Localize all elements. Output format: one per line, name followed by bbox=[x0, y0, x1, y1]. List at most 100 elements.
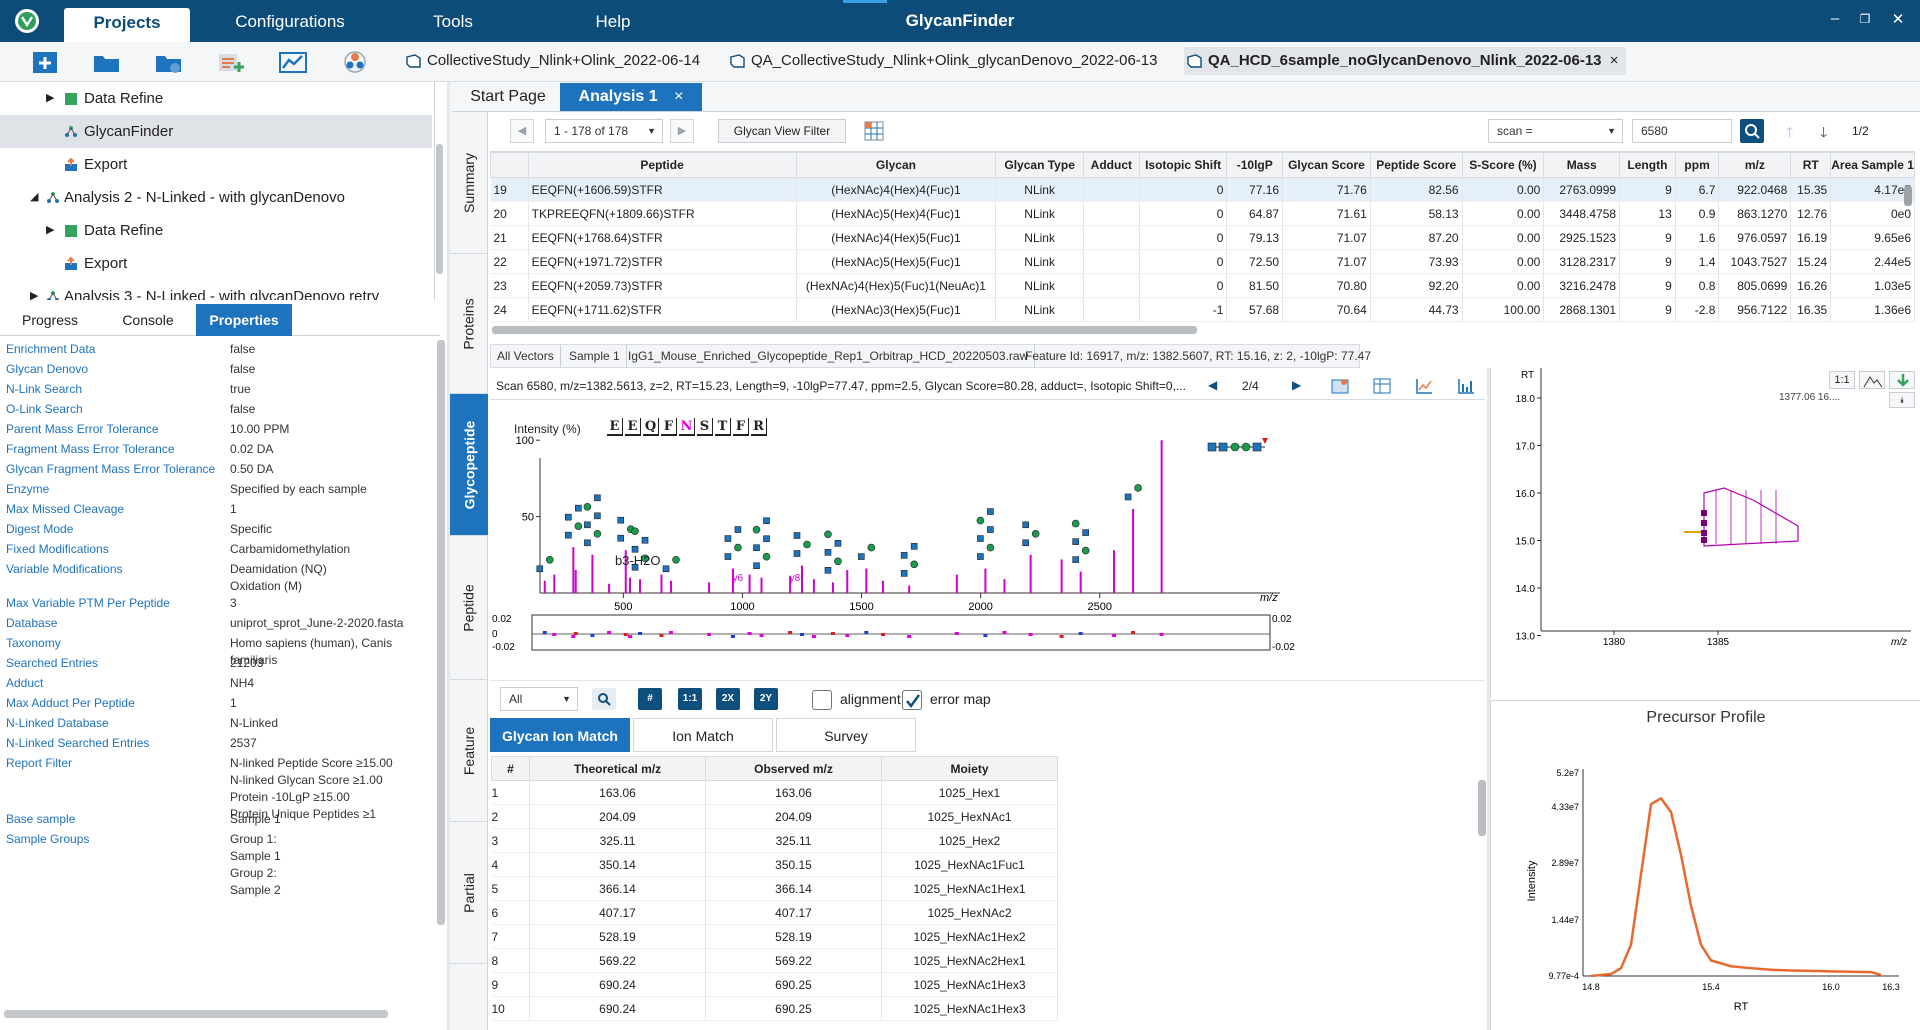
ion-filter-select[interactable]: All ▼ bbox=[500, 687, 578, 711]
prev-match-icon[interactable]: 🡑 bbox=[1786, 124, 1794, 140]
column-header[interactable]: Moiety bbox=[881, 756, 1058, 781]
spectrum-svg[interactable]: 100 50 500 1000 1500 2000 2500 m/z y6 y8 0.02 0 -0.0… bbox=[490, 400, 1485, 680]
zoom-tool-icon[interactable] bbox=[592, 688, 616, 710]
grid-toggle-button[interactable]: # bbox=[638, 688, 662, 710]
next-scan-icon[interactable]: ▶ bbox=[1292, 378, 1302, 392]
collapse-arrow-icon[interactable]: ◢ bbox=[30, 191, 39, 203]
doc-tab-collective[interactable]: CollectiveStudy_Nlink+Olink_2022-06-14 bbox=[403, 47, 700, 75]
tab-feature[interactable]: Feature bbox=[450, 680, 488, 822]
tab-glycopeptide[interactable]: Glycopeptide bbox=[450, 394, 488, 536]
sequence-residue[interactable]: E bbox=[607, 418, 623, 436]
feature-isotope-envelope[interactable] bbox=[1703, 487, 1799, 547]
tab-proteins[interactable]: Proteins bbox=[450, 254, 488, 394]
table-row[interactable]: 5 366.14 366.14 1025_HexNAc1Hex1 bbox=[491, 876, 1058, 901]
open-data-folder-icon[interactable] bbox=[152, 47, 186, 77]
close-tab-icon[interactable]: × bbox=[674, 88, 684, 105]
tree-item-export[interactable]: Export bbox=[0, 148, 432, 181]
table-row[interactable]: 7 528.19 528.19 1025_HexNAc1Hex2 bbox=[491, 924, 1058, 949]
tab-console[interactable]: Console bbox=[122, 312, 174, 328]
precursor-chart[interactable]: 5.2e7 4.33e7 2.89e7 1.44e7 9.77e-414.8 15.4 16… bbox=[1491, 701, 1920, 1030]
table-row[interactable]: 23 EEQFN(+2059.73)STFR (HexNAc)4(Hex)5(Fuc… bbox=[490, 273, 1915, 298]
expand-arrow-icon[interactable]: ▶ bbox=[46, 92, 55, 104]
table-row[interactable]: 6 407.17 407.17 1025_HexNAc2 bbox=[491, 900, 1058, 925]
column-header[interactable]: Glycan Score bbox=[1282, 152, 1371, 178]
column-header[interactable]: Theoretical m/z bbox=[529, 756, 706, 781]
tree-item-data-refine[interactable]: ▶ Data Refine bbox=[0, 82, 432, 115]
properties-hscrollbar[interactable] bbox=[4, 1010, 388, 1018]
expand-arrow-icon[interactable]: ▶ bbox=[46, 224, 55, 236]
close-tab-icon[interactable]: × bbox=[1609, 52, 1619, 69]
molecule-icon[interactable] bbox=[338, 47, 372, 77]
tab-properties[interactable]: Properties bbox=[196, 304, 292, 336]
collapse-double-icon[interactable]: ⯯ bbox=[1889, 392, 1915, 408]
table-row[interactable]: 10 690.24 690.25 1025_HexNAc1Hex3 bbox=[491, 996, 1058, 1021]
bar-view-icon[interactable] bbox=[1456, 376, 1476, 396]
column-header[interactable]: m/z bbox=[1718, 152, 1792, 178]
next-match-icon[interactable]: 🡓 bbox=[1820, 124, 1828, 140]
sequence-residue[interactable]: F bbox=[661, 418, 677, 436]
table-row[interactable]: 3 325.11 325.11 1025_Hex2 bbox=[491, 828, 1058, 853]
column-header[interactable]: Mass bbox=[1543, 152, 1621, 178]
peak-shape-icon[interactable] bbox=[1859, 371, 1885, 389]
breadcrumb-sample[interactable]: Sample 1 bbox=[563, 345, 627, 367]
table-row[interactable]: 22 EEQFN(+1971.72)STFR (HexNAc)5(Hex)5(Fuc… bbox=[490, 249, 1915, 274]
tab-summary[interactable]: Summary bbox=[450, 112, 488, 254]
column-header[interactable]: Peptide Score bbox=[1369, 152, 1463, 178]
table-row[interactable]: 20 TKPREEQFN(+1809.66)STFR (HexNAc)5(Hex)4… bbox=[490, 201, 1915, 226]
menu-configurations[interactable]: Configurations bbox=[235, 12, 345, 31]
column-header[interactable]: Observed m/z bbox=[705, 756, 882, 781]
column-header[interactable]: Length bbox=[1619, 152, 1676, 178]
sequence-residue[interactable]: E bbox=[625, 418, 641, 436]
ratio-1to1-button[interactable]: 1:1 bbox=[678, 688, 702, 710]
sequence-residue[interactable]: R bbox=[751, 418, 767, 436]
ion-table-scrollbar[interactable] bbox=[1478, 780, 1486, 836]
sequence-residue[interactable]: Q bbox=[643, 418, 659, 436]
alignment-checkbox[interactable] bbox=[812, 690, 832, 710]
error-map-checkbox[interactable] bbox=[902, 690, 922, 710]
tab-analysis-1[interactable]: Analysis 1 × bbox=[560, 83, 702, 111]
table-row[interactable]: 2 204.09 204.09 1025_HexNAc1 bbox=[491, 804, 1058, 829]
column-header[interactable] bbox=[490, 152, 529, 178]
next-page-button[interactable]: ▶ bbox=[670, 119, 694, 143]
column-header[interactable]: -10lgP bbox=[1226, 152, 1284, 178]
tab-partial[interactable]: Partial bbox=[450, 822, 488, 964]
tab-ion-match[interactable]: Ion Match bbox=[633, 718, 773, 752]
breadcrumb-all-vectors[interactable]: All Vectors bbox=[491, 345, 561, 367]
page-range-select[interactable]: 1 - 178 of 178 ▼ bbox=[545, 119, 663, 143]
tab-peptide[interactable]: Peptide bbox=[450, 536, 488, 680]
zoom-2y-button[interactable]: 2Y bbox=[754, 688, 778, 710]
tree-item-export-2[interactable]: Export bbox=[0, 247, 432, 280]
search-button[interactable] bbox=[1740, 119, 1764, 143]
precursor-point[interactable] bbox=[1701, 510, 1707, 516]
breadcrumb-feature[interactable]: Feature Id: 16917, m/z: 1382.5607, RT: 1… bbox=[1025, 349, 1372, 363]
breadcrumb-raw-file[interactable]: IgG1_Mouse_Enriched_Glycopeptide_Rep1_Or… bbox=[622, 345, 1036, 367]
expand-arrow-icon[interactable]: ▶ bbox=[30, 290, 39, 300]
column-header[interactable]: Adduct bbox=[1082, 152, 1140, 178]
profile-line[interactable] bbox=[1590, 797, 1882, 978]
search-value-input[interactable]: 6580 bbox=[1632, 119, 1732, 143]
sequence-residue[interactable]: T bbox=[715, 418, 731, 436]
prev-scan-icon[interactable]: ◀ bbox=[1208, 378, 1218, 392]
column-grid-icon[interactable] bbox=[864, 121, 884, 141]
table-row[interactable]: 19 EEQFN(+1606.59)STFR (HexNAc)4(Hex)4(Fuc… bbox=[490, 177, 1915, 202]
right-splitter[interactable] bbox=[1487, 368, 1490, 1030]
table-row[interactable]: 1 163.06 163.06 1025_Hex1 bbox=[491, 780, 1058, 805]
new-project-icon[interactable] bbox=[28, 47, 62, 77]
ratio-button[interactable]: 1:1 bbox=[1829, 371, 1855, 389]
tree-item-glycanfinder[interactable]: GlycanFinder bbox=[0, 115, 432, 148]
close-window-icon[interactable]: ✕ bbox=[1891, 11, 1905, 28]
table-view-icon[interactable] bbox=[1372, 376, 1392, 396]
column-header[interactable]: RT bbox=[1790, 152, 1832, 178]
minimize-icon[interactable]: – bbox=[1830, 10, 1840, 27]
table-row[interactable]: 8 569.22 569.22 1025_HexNAc2Hex1 bbox=[491, 948, 1058, 973]
table-row[interactable]: 4 350.14 350.15 1025_HexNAc1Fuc1 bbox=[491, 852, 1058, 877]
table-row[interactable]: 21 EEQFN(+1768.64)STFR (HexNAc)4(Hex)5(Fuc… bbox=[490, 225, 1915, 250]
tree-scrollbar[interactable] bbox=[436, 144, 443, 274]
table-row[interactable]: 9 690.24 690.25 1025_HexNAc1Hex3 bbox=[491, 972, 1058, 997]
restore-icon[interactable]: ❐ bbox=[1859, 12, 1871, 26]
doc-tab-qa-hcd[interactable]: QA_HCD_6sample_noGlycanDenovo_Nlink_2022… bbox=[1184, 47, 1626, 75]
table-row[interactable]: 24 EEQFN(+1711.62)STFR (HexNAc)3(Hex)5(Fuc… bbox=[490, 297, 1915, 322]
column-header[interactable]: Glycan bbox=[795, 152, 997, 178]
tab-start-page[interactable]: Start Page bbox=[470, 88, 546, 105]
tree-item-analysis-2[interactable]: ◢ Analysis 2 - N-Linked - with glycanDen… bbox=[0, 181, 432, 214]
